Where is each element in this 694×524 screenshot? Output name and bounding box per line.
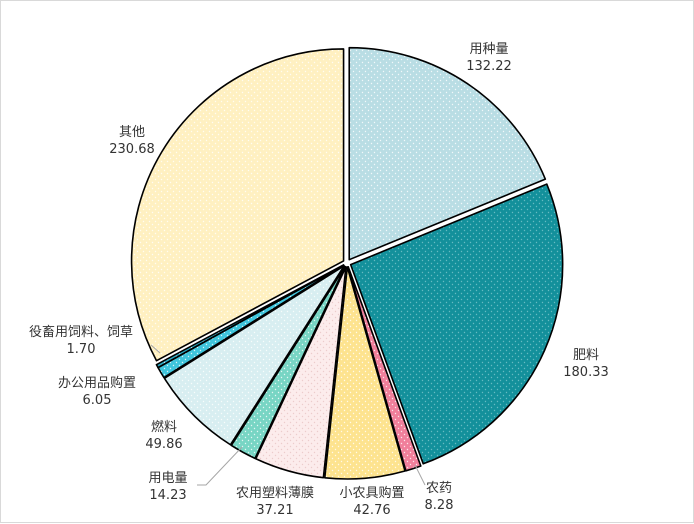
slice-value-5: 37.21: [256, 503, 293, 518]
slice-value-2: 180.33: [563, 365, 609, 380]
slice-label-2: 肥料: [573, 348, 599, 363]
slice-value-6: 14.23: [149, 488, 186, 503]
leader-line-6: [197, 446, 243, 486]
slice-value-4: 42.76: [353, 503, 390, 518]
slice-label-5: 农用塑料薄膜: [236, 486, 314, 501]
slice-label-7: 燃料: [151, 419, 177, 435]
pie-slice-2: [349, 183, 564, 465]
slice-value-7: 49.86: [145, 437, 182, 452]
slice-value-1: 132.22: [466, 59, 512, 74]
slice-label-1: 用种量: [469, 42, 508, 57]
slice-label-10: 其他: [119, 125, 145, 140]
pie-slice-4: [323, 266, 406, 480]
pie-slice-10: [130, 48, 345, 362]
pie-slice-9: [155, 264, 345, 369]
slice-value-10: 230.68: [109, 142, 155, 157]
pie-slice-3: [347, 266, 422, 472]
slice-value-8: 6.05: [83, 393, 112, 408]
slice-label-8: 办公用品购置: [58, 375, 136, 391]
pie-slice-5: [255, 266, 347, 479]
pie-slice-1: [348, 46, 547, 261]
slice-label-4: 小农具购置: [339, 485, 404, 501]
leader-line-3: [414, 464, 426, 486]
leader-line-9: [150, 344, 161, 354]
slice-label-3: 农药: [426, 481, 452, 496]
slice-label-9: 役畜用饲料、饲草: [29, 324, 133, 340]
slice-value-3: 8.28: [425, 498, 454, 513]
pie-slice-6: [230, 265, 346, 460]
pie-slice-7: [163, 265, 345, 446]
slice-value-9: 1.70: [67, 342, 96, 357]
slice-label-6: 用电量: [148, 471, 187, 486]
